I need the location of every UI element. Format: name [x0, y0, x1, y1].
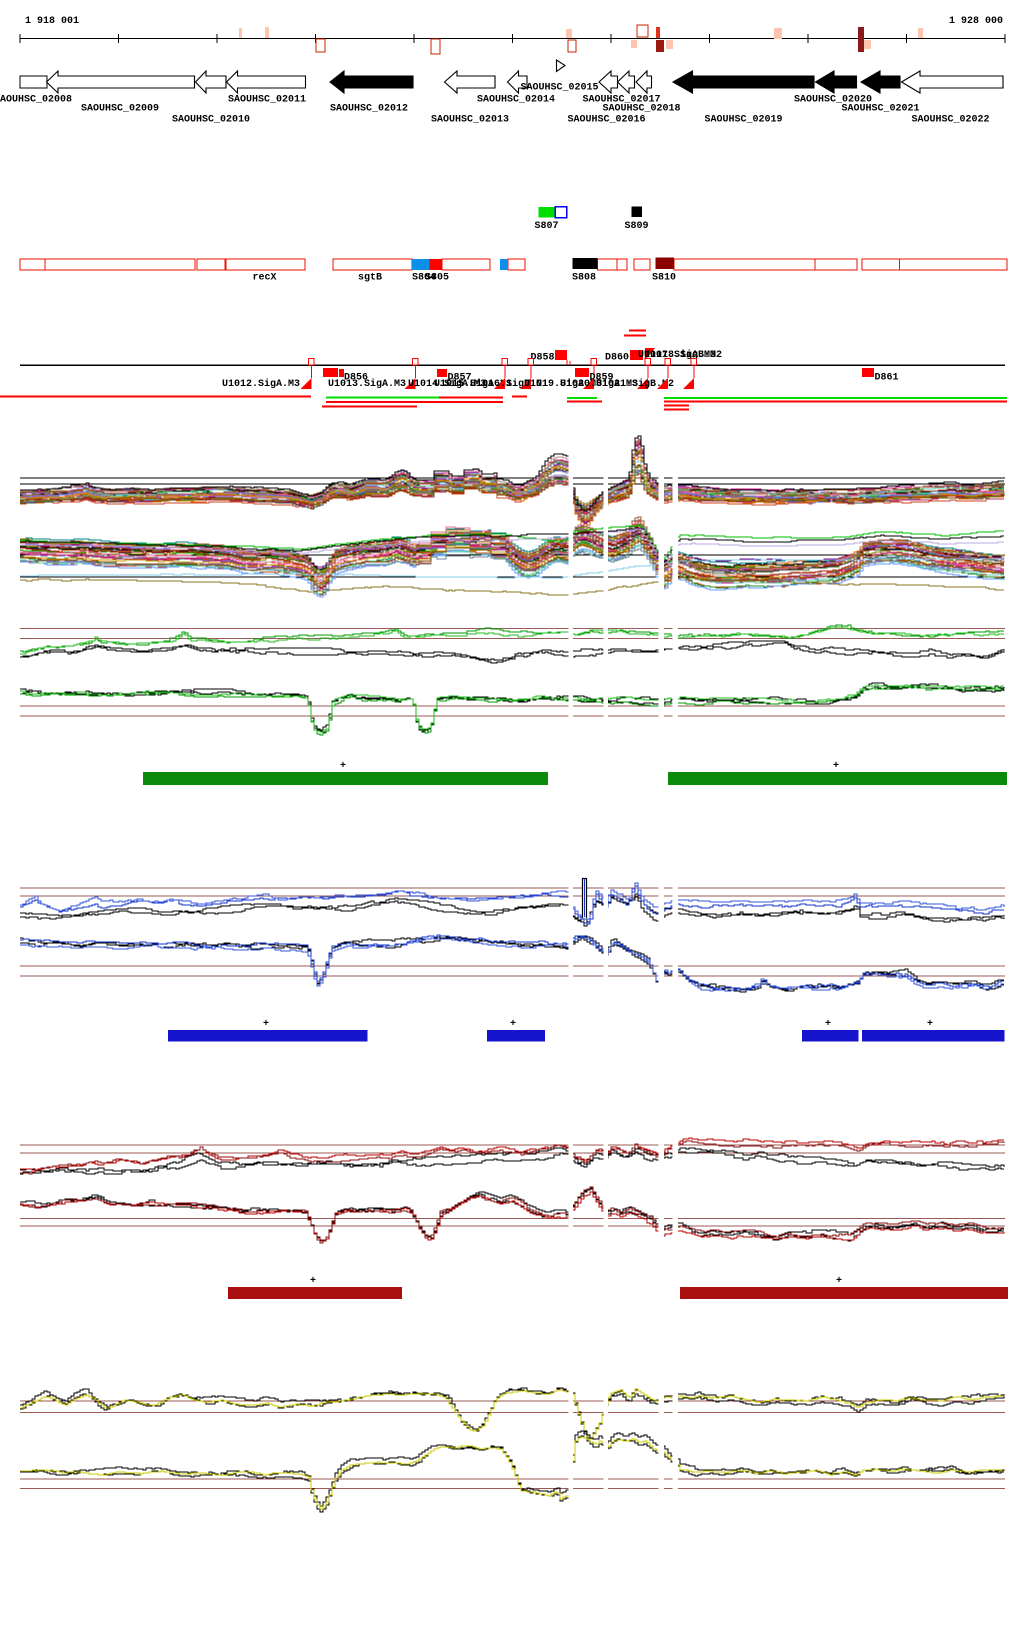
svg-text:+: +: [833, 761, 839, 772]
svg-text:sgtB: sgtB: [358, 273, 382, 284]
svg-text:S805: S805: [425, 273, 449, 284]
svg-text:U1018.SigB.M2: U1018.SigB.M2: [644, 349, 722, 361]
svg-text:D857: D857: [448, 373, 472, 384]
svg-text:1 928 000: 1 928 000: [949, 16, 1003, 27]
svg-text:SAOUHSC_02012: SAOUHSC_02012: [330, 104, 408, 115]
svg-text:SAOUHSC_02015: SAOUHSC_02015: [521, 83, 599, 94]
svg-text:S809: S809: [625, 221, 649, 232]
svg-text:D860: D860: [605, 353, 629, 364]
svg-text:S807: S807: [535, 221, 559, 232]
svg-text:SAOUHSC_02014: SAOUHSC_02014: [477, 95, 555, 106]
svg-text:U1013.SigA.M3: U1013.SigA.M3: [328, 378, 406, 390]
svg-text:D856: D856: [344, 373, 368, 384]
svg-text:recX: recX: [253, 273, 277, 284]
svg-text:+: +: [510, 1019, 516, 1030]
svg-text:U1012.SigA.M3: U1012.SigA.M3: [222, 378, 300, 390]
svg-text:U1019.SigA.M3: U1019.SigA.M3: [524, 378, 602, 390]
svg-text:+: +: [836, 1276, 842, 1287]
svg-text:+: +: [263, 1019, 269, 1030]
svg-text:SAOUHSC_02009: SAOUHSC_02009: [81, 104, 159, 115]
svg-text:D861: D861: [875, 373, 899, 384]
svg-text:+: +: [825, 1019, 831, 1030]
svg-text:SAOUHSC_02010: SAOUHSC_02010: [172, 115, 250, 126]
svg-text:U1021.SigB.M2: U1021.SigB.M2: [596, 378, 674, 390]
svg-text:+: +: [340, 761, 346, 772]
svg-text:S808: S808: [572, 273, 596, 284]
svg-text:D858: D858: [531, 353, 555, 364]
svg-text:SAOUHSC_02013: SAOUHSC_02013: [431, 115, 509, 126]
svg-text:S810: S810: [652, 273, 676, 284]
svg-text:1 918 001: 1 918 001: [25, 16, 79, 27]
svg-text:SAOUHSC_02017: SAOUHSC_02017: [583, 95, 661, 106]
svg-text:U1014.SigA.M3: U1014.SigA.M3: [408, 378, 486, 390]
svg-text:SAOUHSC_02018: SAOUHSC_02018: [603, 104, 681, 115]
svg-text:AOUHSC_02008: AOUHSC_02008: [0, 95, 72, 106]
svg-text:SAOUHSC_02011: SAOUHSC_02011: [228, 95, 306, 106]
svg-text:U1015.SigA.N1: U1015.SigA.N1: [434, 378, 512, 390]
svg-text:U1020.SigA.M3: U1020.SigA.M3: [560, 378, 638, 390]
svg-text:S804: S804: [412, 273, 436, 284]
svg-text:SAOUHSC_02022: SAOUHSC_02022: [912, 115, 990, 126]
svg-text:SAOUHSC_02021: SAOUHSC_02021: [842, 104, 920, 115]
svg-text:SAOUHSC_02020: SAOUHSC_02020: [794, 95, 872, 106]
svg-text:SAOUHSC_02016: SAOUHSC_02016: [568, 115, 646, 126]
svg-text:+: +: [310, 1276, 316, 1287]
svg-text:+: +: [927, 1019, 933, 1030]
svg-text:SAOUHSC_02019: SAOUHSC_02019: [705, 115, 783, 126]
svg-text:D859: D859: [590, 373, 614, 384]
